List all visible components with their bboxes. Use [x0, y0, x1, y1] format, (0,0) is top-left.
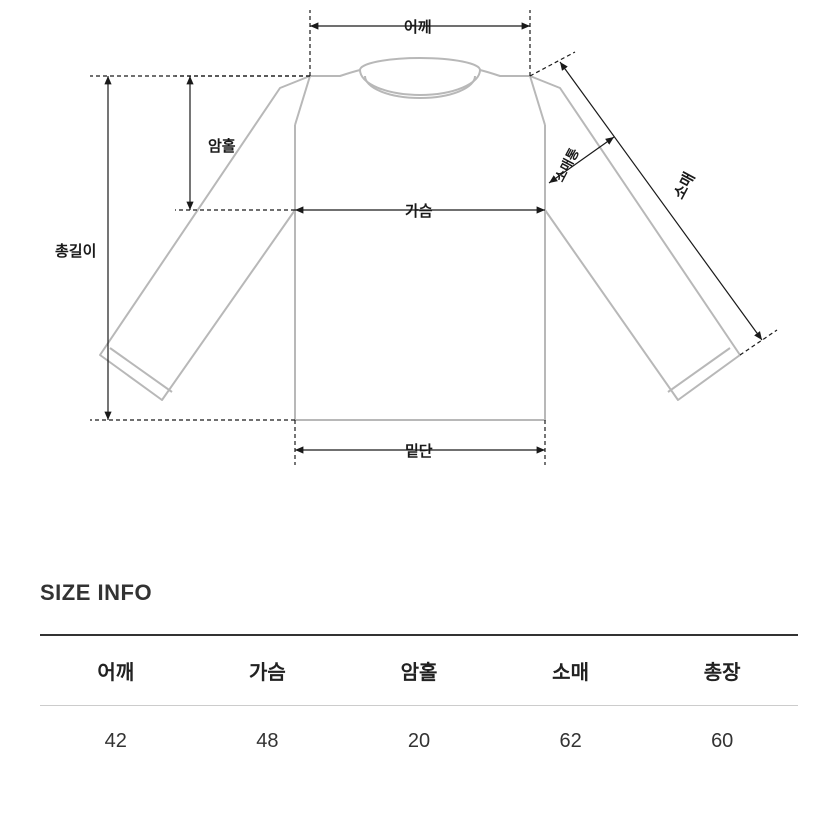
garment-diagram: 어깨 암홀 가슴 소매통 소매 총길이 밑단 — [0, 0, 838, 500]
size-info-title: SIZE INFO — [40, 580, 798, 606]
label-shoulder: 어깨 — [404, 16, 432, 37]
cell-chest: 48 — [192, 706, 344, 778]
col-shoulder: 어깨 — [40, 635, 192, 706]
label-hem: 밑단 — [405, 440, 433, 461]
cell-sleeve: 62 — [495, 706, 647, 778]
label-total-length: 총길이 — [55, 240, 96, 261]
col-sleeve: 소매 — [495, 635, 647, 706]
size-table: 어깨 가슴 암홀 소매 총장 42 48 20 62 60 — [40, 634, 798, 777]
diagram-svg — [0, 0, 838, 500]
cell-shoulder: 42 — [40, 706, 192, 778]
col-chest: 가슴 — [192, 635, 344, 706]
cell-armhole: 20 — [343, 706, 495, 778]
cell-length: 60 — [646, 706, 798, 778]
label-armhole: 암홀 — [208, 135, 236, 156]
size-info-section: SIZE INFO 어깨 가슴 암홀 소매 총장 42 48 20 62 60 — [40, 580, 798, 777]
col-length: 총장 — [646, 635, 798, 706]
col-armhole: 암홀 — [343, 635, 495, 706]
table-row: 42 48 20 62 60 — [40, 706, 798, 778]
table-header-row: 어깨 가슴 암홀 소매 총장 — [40, 635, 798, 706]
label-chest: 가슴 — [405, 200, 433, 221]
